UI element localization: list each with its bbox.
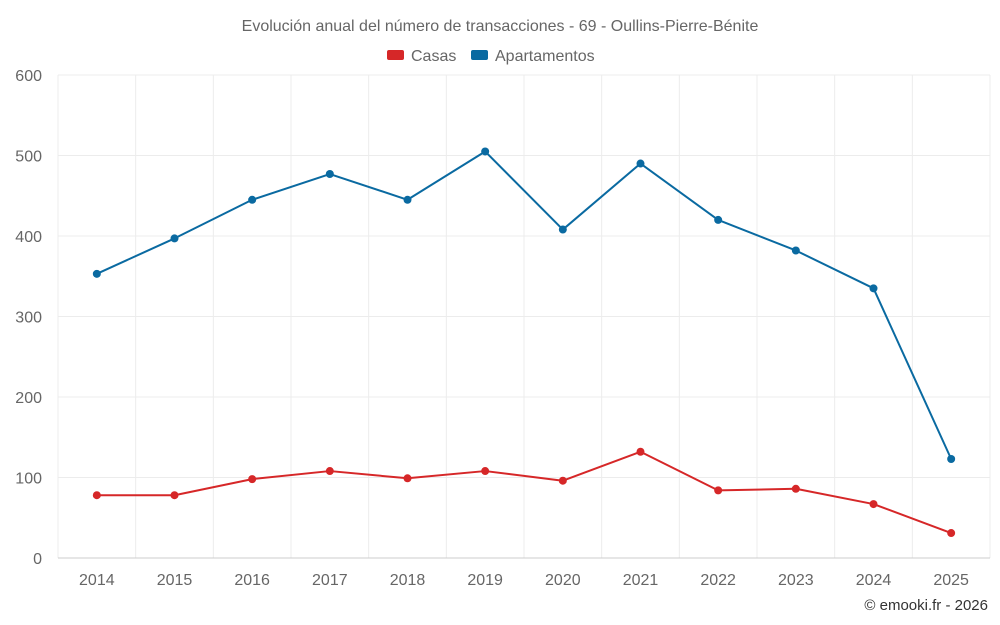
- x-axis-ticks: 2014 2015 2016 2017 2018 2019 2020 2021 2022 2023…: [79, 572, 969, 589]
- data-point-casas[interactable]: [92, 491, 101, 500]
- legend-item-casas[interactable]: Casas: [387, 48, 456, 65]
- x-tick-label: 2018: [390, 572, 426, 589]
- legend-label-apartamentos: Apartamentos: [495, 48, 595, 65]
- data-point-apartamentos[interactable]: [403, 195, 412, 204]
- credit-text: © emooki.fr - 2026: [864, 597, 988, 614]
- x-tick-label: 2021: [623, 572, 659, 589]
- y-tick-label: 200: [15, 390, 42, 407]
- y-tick-label: 600: [15, 68, 42, 85]
- y-tick-label: 100: [15, 471, 42, 488]
- y-tick-label: 400: [15, 229, 42, 246]
- series-casas: [92, 447, 956, 538]
- data-point-casas[interactable]: [714, 486, 723, 495]
- legend-label-casas: Casas: [411, 48, 456, 65]
- data-point-apartamentos[interactable]: [92, 269, 101, 278]
- series: [92, 147, 956, 538]
- x-tick-label: 2016: [234, 572, 270, 589]
- data-point-apartamentos[interactable]: [170, 234, 179, 243]
- data-point-casas[interactable]: [403, 474, 412, 483]
- grid-lines: [57, 74, 991, 558]
- data-point-apartamentos[interactable]: [481, 147, 490, 156]
- y-tick-label: 0: [33, 551, 42, 568]
- y-tick-label: 500: [15, 149, 42, 166]
- data-point-casas[interactable]: [558, 476, 567, 485]
- series-line-apartamentos: [95, 150, 953, 460]
- x-tick-label: 2024: [856, 572, 892, 589]
- data-point-casas[interactable]: [636, 447, 645, 456]
- data-point-casas[interactable]: [248, 475, 257, 484]
- data-point-casas[interactable]: [170, 491, 179, 500]
- x-tick-label: 2017: [312, 572, 348, 589]
- x-tick-label: 2015: [157, 572, 193, 589]
- data-point-apartamentos[interactable]: [869, 284, 878, 293]
- x-tick-label: 2014: [79, 572, 115, 589]
- x-tick-label: 2025: [933, 572, 969, 589]
- chart-title: Evolución anual del número de transaccio…: [242, 18, 759, 35]
- legend-swatch-casas: [387, 50, 404, 60]
- legend[interactable]: Casas Apartamentos: [387, 48, 595, 65]
- series-line-casas: [95, 450, 953, 535]
- data-point-casas[interactable]: [947, 529, 956, 538]
- data-point-apartamentos[interactable]: [558, 225, 567, 234]
- x-tick-label: 2023: [778, 572, 814, 589]
- data-point-apartamentos[interactable]: [248, 195, 257, 204]
- data-point-casas[interactable]: [791, 484, 800, 493]
- x-tick-label: 2019: [467, 572, 503, 589]
- x-tick-label: 2022: [700, 572, 736, 589]
- data-point-apartamentos[interactable]: [636, 159, 645, 168]
- data-point-casas[interactable]: [481, 467, 490, 476]
- y-tick-label: 300: [15, 310, 42, 327]
- data-point-apartamentos[interactable]: [947, 454, 956, 463]
- data-point-casas[interactable]: [869, 500, 878, 509]
- data-point-apartamentos[interactable]: [791, 246, 800, 255]
- data-point-casas[interactable]: [325, 467, 334, 476]
- series-apartamentos: [92, 147, 956, 463]
- legend-swatch-apartamentos: [471, 50, 488, 60]
- data-point-apartamentos[interactable]: [325, 170, 334, 179]
- y-axis-ticks: 0 100 200 300 400 500 600: [15, 68, 42, 568]
- legend-item-apartamentos[interactable]: Apartamentos: [471, 48, 595, 65]
- data-point-apartamentos[interactable]: [714, 215, 723, 224]
- x-tick-label: 2020: [545, 572, 581, 589]
